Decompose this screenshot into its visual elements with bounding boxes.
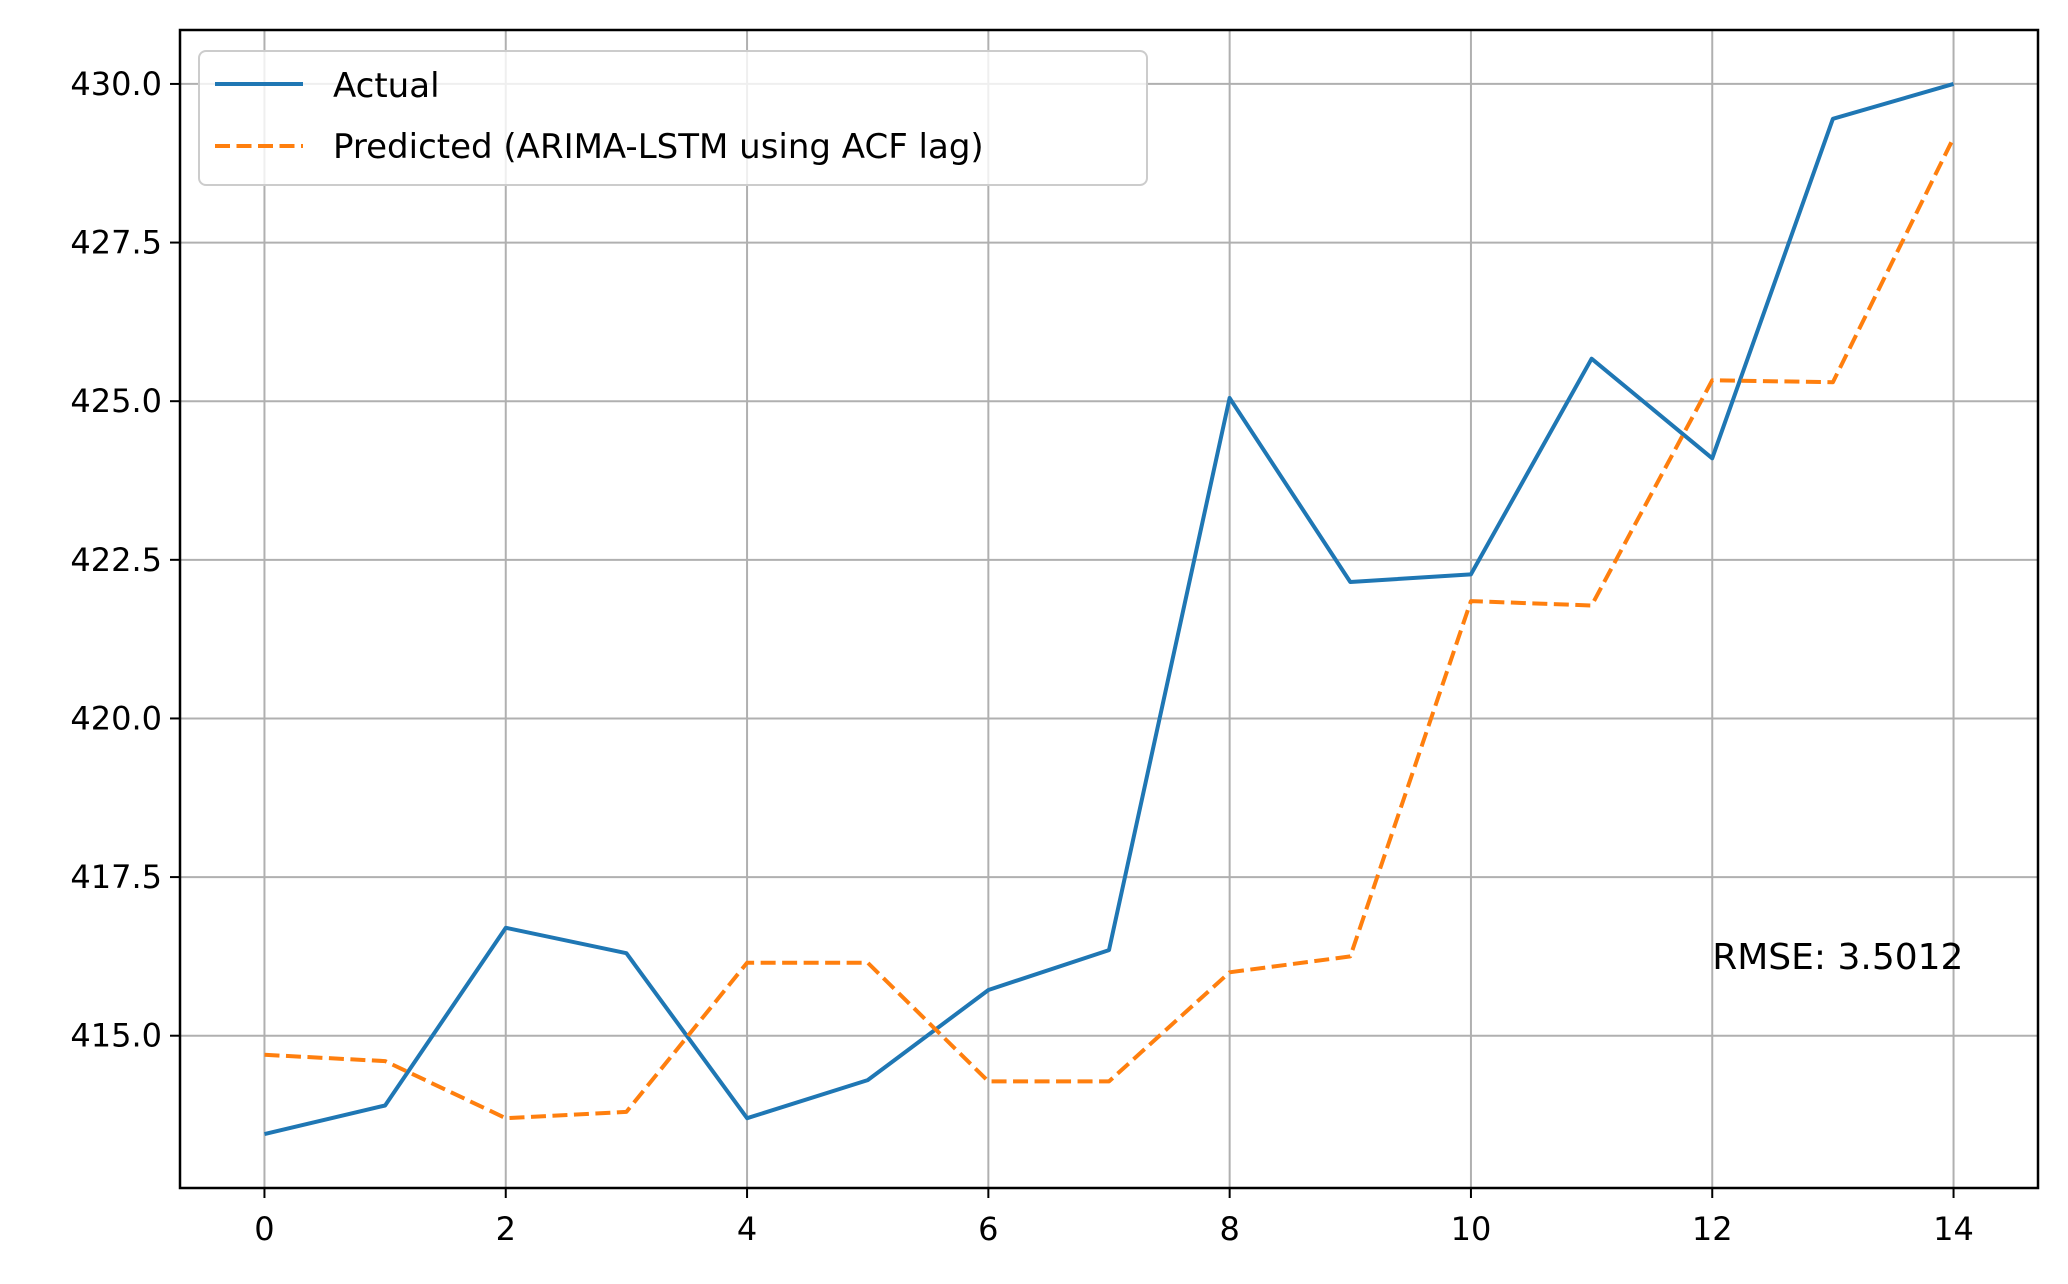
series-layer: [264, 81, 1956, 1137]
x-tick-label: 8: [1219, 1210, 1239, 1248]
plot-area: [180, 30, 2038, 1188]
x-tick-label: 4: [737, 1210, 757, 1248]
y-tick-label: 425.0: [70, 382, 162, 420]
rmse-annotation: RMSE: 3.5012: [1712, 937, 1963, 978]
y-tick-label: 427.5: [70, 224, 162, 262]
x-tick-label: 12: [1692, 1210, 1733, 1248]
x-tick-label: 6: [978, 1210, 998, 1248]
legend-label-actual: Actual: [333, 66, 440, 106]
axis-ticks: 0 2 4 6 8 10 12 14 415.0 417.5 420.0 422.5 425.0 427.…: [70, 65, 1974, 1248]
y-tick-label: 417.5: [70, 858, 162, 896]
x-tick-label: 10: [1451, 1210, 1492, 1248]
y-tick-label: 422.5: [70, 541, 162, 579]
legend: Actual Predicted (ARIMA-LSTM using ACF l…: [198, 50, 1148, 186]
y-tick-label: 420.0: [70, 699, 162, 737]
y-tick-label: 415.0: [70, 1017, 162, 1055]
x-tick-label: 2: [496, 1210, 516, 1248]
y-tick-label: 430.0: [70, 65, 162, 103]
legend-box: [198, 50, 1148, 186]
series-line-actual: [264, 81, 1955, 1137]
annotations: RMSE: 3.5012: [1712, 937, 1963, 978]
x-tick-label: 0: [254, 1210, 274, 1248]
x-tick-label: 14: [1933, 1210, 1974, 1248]
legend-label-predicted: Predicted (ARIMA-LSTM using ACF lag): [333, 127, 984, 167]
plot-frame: [178, 28, 2040, 1190]
